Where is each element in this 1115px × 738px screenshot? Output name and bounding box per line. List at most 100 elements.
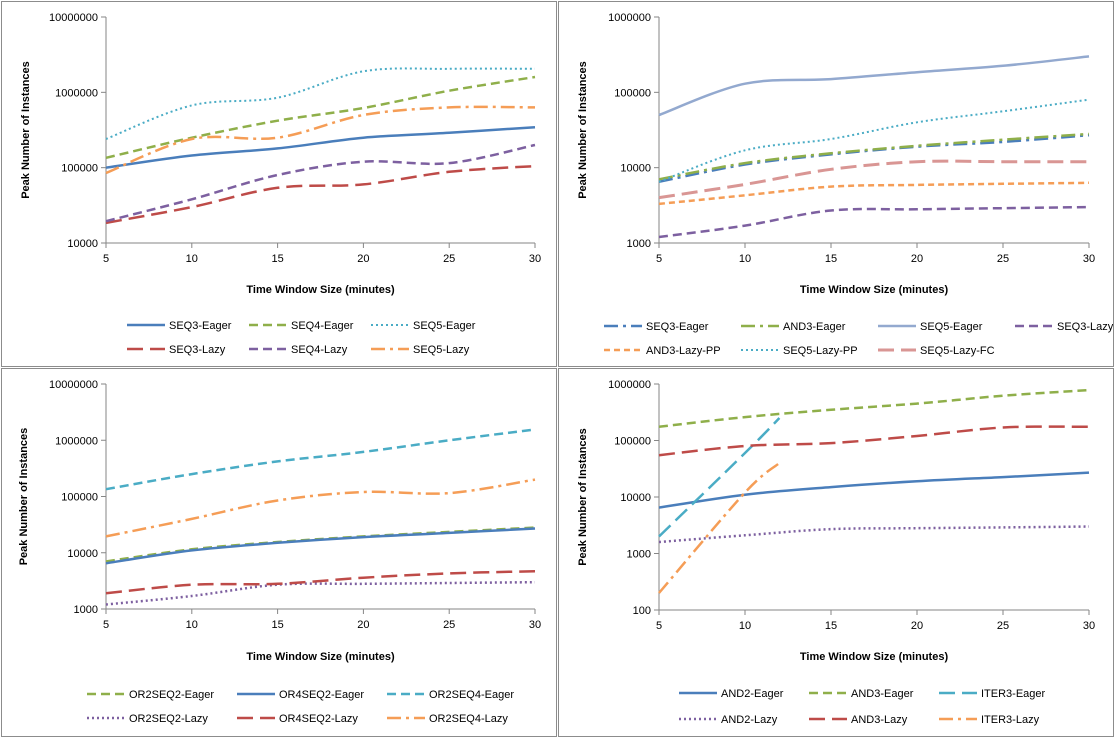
x-tick-label: 30	[1083, 620, 1095, 632]
series-line-seq5-lazy-pp	[658, 98, 1090, 183]
y-axis-title: Peak Number of Instances	[18, 428, 30, 566]
chart-svg: 10000 100000 1000000 10000000 5 10 15 20 25 30 Tim…	[20, 12, 541, 356]
chart-svg: 1000 10000 100000 1000000 10000000 5 10 15 20 25 3…	[18, 379, 541, 725]
legend-label: SEQ5-Eager	[920, 321, 983, 333]
series-line-seq3-eager	[658, 133, 1090, 184]
legend-label: OR2SEQ2-Lazy	[129, 713, 208, 725]
legend-label: SEQ3-Eager	[169, 320, 232, 332]
legend-label: OR4SEQ2-Lazy	[279, 713, 358, 725]
chart-svg: 1000 10000 100000 1000000 5 10 15 20 25 30 Time Wi…	[577, 12, 1113, 357]
x-tick-label: 25	[997, 253, 1009, 265]
x-tick-label: 5	[103, 253, 109, 265]
series-line-seq5-lazy	[105, 105, 536, 175]
x-tick-label: 15	[825, 253, 837, 265]
legend-label: SEQ5-Lazy	[413, 344, 470, 356]
chart-svg: 100 1000 10000 100000 1000000 5 10 15 20 25 30 Time…	[577, 379, 1095, 726]
x-tick-label: 20	[911, 253, 923, 265]
y-tick-label: 100000	[61, 492, 98, 504]
y-tick-label: 100000	[614, 436, 651, 448]
y-axis-title: Peak Number of Instances	[577, 61, 589, 199]
series-line-or4seq2-eager	[105, 527, 536, 565]
y-tick-label: 10000000	[49, 379, 98, 391]
y-tick-label: 100000	[614, 87, 651, 99]
series-line-and2-lazy	[658, 525, 1090, 544]
series-line-or4seq2-lazy	[105, 569, 536, 595]
x-axis-title: Time Window Size (minutes)	[800, 284, 949, 296]
x-tick-label: 5	[656, 620, 662, 632]
y-tick-label: 100	[633, 605, 651, 617]
chart-panel-bottom-right: 100 1000 10000 100000 1000000 5 10 15 20 25 30 Time…	[558, 368, 1114, 737]
x-tick-label: 20	[357, 253, 369, 265]
series-line-or2seq4-eager	[105, 428, 536, 491]
x-axis-title: Time Window Size (minutes)	[246, 284, 395, 296]
legend-label: AND3-Lazy	[851, 714, 908, 726]
y-tick-label: 1000000	[55, 435, 98, 447]
y-tick-label: 1000	[74, 604, 98, 616]
series-line-and3-lazy-pp	[658, 181, 1090, 206]
series-line-iter3-eager	[658, 417, 781, 538]
legend-label: AND3-Eager	[851, 688, 914, 700]
x-tick-label: 30	[529, 619, 541, 631]
series-line-and3-lazy	[658, 425, 1090, 457]
series-line-seq3-lazy-pp	[658, 205, 1090, 239]
legend-label: SEQ3-Eager	[646, 321, 709, 333]
y-axis-title: Peak Number of Instances	[20, 61, 32, 199]
legend-label: SEQ5-Eager	[413, 320, 476, 332]
legend-label: SEQ3-Lazy	[169, 344, 226, 356]
y-tick-label: 1000000	[608, 379, 651, 391]
legend-label: OR2SEQ4-Eager	[429, 689, 514, 701]
legend-label: SEQ5-Lazy-FC	[920, 345, 995, 357]
series-line-seq3-lazy	[105, 164, 536, 225]
x-tick-label: 10	[739, 253, 751, 265]
series-line-and3-eager	[658, 388, 1090, 429]
y-tick-label: 10000	[67, 548, 98, 560]
legend-label: OR2SEQ4-Lazy	[429, 713, 508, 725]
chart-panel-top-right: 1000 10000 100000 1000000 5 10 15 20 25 30 Time Wi…	[558, 1, 1114, 367]
series-line-seq5-eager	[658, 55, 1090, 117]
x-tick-label: 30	[529, 253, 541, 265]
x-tick-label: 5	[103, 619, 109, 631]
series-line-seq5-eager	[105, 67, 536, 140]
series-line-seq5-lazy-fc	[658, 159, 1089, 200]
series-line-or2seq2-lazy	[105, 580, 536, 606]
y-tick-label: 10000	[620, 163, 651, 175]
legend-label: OR2SEQ2-Eager	[129, 689, 214, 701]
x-tick-label: 15	[271, 253, 283, 265]
x-axis-title: Time Window Size (minutes)	[800, 651, 949, 663]
y-tick-label: 1000000	[55, 87, 98, 99]
series-line-seq3-eager	[105, 125, 536, 169]
chart-panel-top-left: 10000 100000 1000000 10000000 5 10 15 20 25 30 Tim…	[1, 1, 557, 367]
x-tick-label: 25	[443, 253, 455, 265]
legend-label: AND3-Eager	[783, 321, 846, 333]
x-tick-label: 10	[186, 619, 198, 631]
legend-label: AND2-Lazy	[721, 714, 778, 726]
y-tick-label: 1000000	[608, 12, 651, 24]
x-tick-label: 5	[656, 253, 662, 265]
x-tick-label: 25	[443, 619, 455, 631]
legend-label: AND2-Eager	[721, 688, 784, 700]
series-line-iter3-lazy	[658, 462, 781, 594]
chart-panel-bottom-left: 1000 10000 100000 1000000 10000000 5 10 15 20 25 3…	[1, 368, 557, 737]
legend-label: ITER3-Lazy	[981, 714, 1040, 726]
legend-label: SEQ3-Lazy-PP	[1057, 321, 1113, 333]
series-line-and3-eager	[658, 132, 1090, 181]
x-tick-label: 15	[825, 620, 837, 632]
legend-label: SEQ4-Lazy	[291, 344, 348, 356]
series-line-and2-eager	[658, 471, 1090, 509]
legend-label: AND3-Lazy-PP	[646, 345, 721, 357]
x-tick-label: 15	[271, 619, 283, 631]
y-tick-label: 10000000	[49, 12, 98, 24]
y-tick-label: 1000	[627, 549, 651, 561]
series-line-seq4-eager	[105, 75, 536, 160]
legend-label: SEQ4-Eager	[291, 320, 354, 332]
series-line-seq4-lazy	[105, 143, 536, 223]
x-tick-label: 10	[186, 253, 198, 265]
y-axis-title: Peak Number of Instances	[577, 428, 589, 566]
legend-label: ITER3-Eager	[981, 688, 1046, 700]
y-tick-label: 10000	[620, 492, 651, 504]
x-tick-label: 20	[911, 620, 923, 632]
y-tick-label: 10000	[67, 238, 98, 250]
x-tick-label: 25	[997, 620, 1009, 632]
x-tick-label: 30	[1083, 253, 1095, 265]
y-tick-label: 100000	[61, 163, 98, 175]
